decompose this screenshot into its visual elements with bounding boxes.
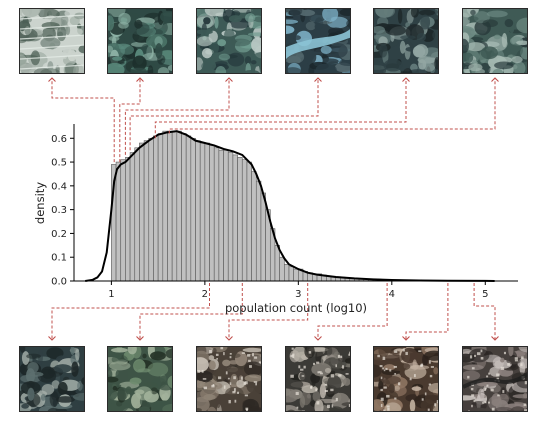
x-tick-label: 1 xyxy=(108,289,114,300)
y-tick-label: 0.6 xyxy=(51,134,67,145)
connector-bottom xyxy=(405,283,449,340)
satellite-forest-icon xyxy=(373,8,439,74)
x-axis-label: population count (log10) xyxy=(225,301,367,315)
histogram-bar xyxy=(218,149,224,282)
satellite-forest-icon xyxy=(462,8,528,74)
histogram-bar xyxy=(284,264,290,282)
histogram-bar xyxy=(199,142,206,282)
x-tick-label: 4 xyxy=(389,289,395,300)
satellite-suburb-icon xyxy=(285,346,351,412)
histogram-bar xyxy=(115,161,122,282)
connector-arrowhead xyxy=(225,336,233,341)
y-axis-label: density xyxy=(33,182,47,224)
histogram-bar xyxy=(139,142,145,282)
histogram-bar xyxy=(223,149,229,282)
y-tick-label: 0.3 xyxy=(51,205,67,216)
histogram-bar xyxy=(190,137,196,282)
connector-arrowhead xyxy=(48,336,56,341)
histogram-bar xyxy=(153,135,159,282)
satellite-terraced-fields-icon xyxy=(19,8,85,74)
kde-curve-group xyxy=(85,130,495,282)
connector-bottom xyxy=(139,283,243,340)
connector-arrowhead xyxy=(491,77,499,82)
histogram-bar xyxy=(129,152,136,282)
histogram-bar xyxy=(232,154,238,282)
histogram-bar xyxy=(251,171,257,282)
connector-top xyxy=(129,78,319,151)
histogram-bar xyxy=(181,133,187,282)
satellite-river-icon xyxy=(285,8,351,74)
histogram-bar xyxy=(185,135,192,282)
y-tick-label: 0.1 xyxy=(51,253,67,264)
histogram-bar xyxy=(241,159,248,282)
connector-top xyxy=(124,78,230,155)
histogram-bar xyxy=(171,130,178,282)
histogram-bar xyxy=(279,256,285,282)
x-tick-label: 3 xyxy=(295,289,301,300)
satellite-suburb-icon xyxy=(196,346,262,412)
histogram-bar xyxy=(255,180,262,282)
histogram-bar xyxy=(227,152,234,282)
histogram-bar xyxy=(213,147,220,282)
histogram-bar xyxy=(134,147,140,282)
histogram-bar xyxy=(237,157,243,282)
kde-curve xyxy=(85,130,495,282)
y-tick-label: 0.2 xyxy=(51,229,67,240)
histogram-bar xyxy=(167,130,173,282)
connector-top xyxy=(168,78,496,134)
y-tick-label: 0.0 xyxy=(51,277,67,288)
histogram-bar xyxy=(288,266,294,282)
connector-arrowhead xyxy=(225,77,233,82)
histogram-bar xyxy=(260,192,266,282)
y-tick-label: 0.4 xyxy=(51,181,67,192)
connector-top xyxy=(119,78,141,163)
histogram-bar xyxy=(293,268,299,282)
x-tick-label: 2 xyxy=(202,289,208,300)
connector-bottom xyxy=(317,283,388,340)
histogram-bar xyxy=(176,130,182,282)
x-tick-label: 5 xyxy=(482,289,488,300)
connector-arrowhead xyxy=(314,77,322,82)
satellite-city-icon xyxy=(462,346,528,412)
satellite-town-icon xyxy=(19,346,85,412)
connector-arrowhead xyxy=(136,77,144,82)
connector-bottom xyxy=(473,283,496,340)
connector-group xyxy=(48,77,499,341)
connector-arrowhead xyxy=(402,336,410,341)
connector-arrowhead xyxy=(136,336,144,341)
histogram-bar xyxy=(120,159,126,282)
histogram-bar xyxy=(148,137,154,282)
connector-bottom xyxy=(51,283,210,340)
satellite-forest-icon xyxy=(196,8,262,74)
connector-arrowhead xyxy=(314,336,322,341)
connector-top xyxy=(154,78,407,139)
connector-arrowhead xyxy=(491,336,499,341)
histogram-bar xyxy=(209,145,215,282)
histogram-bar xyxy=(125,157,131,282)
connector-arrowhead xyxy=(48,77,56,82)
satellite-forest-icon xyxy=(107,8,173,74)
histogram-bars xyxy=(111,130,495,282)
satellite-farmland-icon xyxy=(107,346,173,412)
histogram-bar xyxy=(162,130,168,282)
histogram-bar xyxy=(143,140,150,282)
histogram-bar xyxy=(204,142,210,282)
axes xyxy=(73,124,518,282)
histogram-bar xyxy=(157,133,164,282)
histogram-bar xyxy=(246,161,252,282)
tick-group: 1 2 3 4 5 0.0 0.1 0.2 0.3 0.4 0.5 0.6 xyxy=(51,134,488,300)
satellite-city-icon xyxy=(373,346,439,412)
connector-arrowhead xyxy=(402,77,410,82)
connector-bottom xyxy=(228,283,309,340)
histogram-bar xyxy=(195,140,201,282)
y-tick-label: 0.5 xyxy=(51,158,67,169)
connector-top xyxy=(51,78,115,163)
